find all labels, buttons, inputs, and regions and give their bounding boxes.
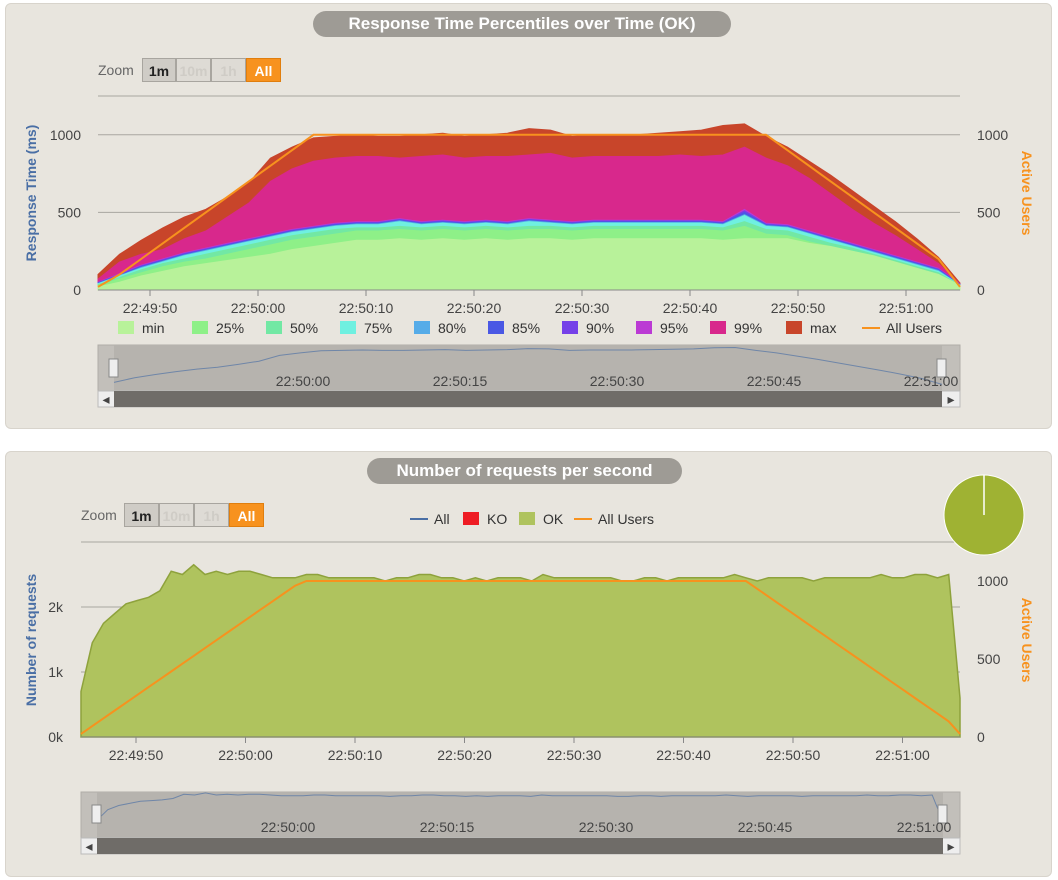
scroll-right-arrow: ▸ [947, 391, 954, 407]
zoom-10m-button[interactable]: 10m [176, 58, 211, 82]
navigator-tick-label: 22:50:30 [579, 819, 634, 835]
x-tick-label: 22:50:50 [766, 747, 821, 763]
navigator-tick-label: 22:50:15 [433, 373, 488, 389]
area-series-min [97, 238, 961, 291]
y-tick-label: 0 [73, 282, 81, 298]
y2-axis-title: Active Users [1019, 598, 1035, 683]
navigator-handle-right [937, 804, 948, 824]
zoom-all-button[interactable]: All [229, 503, 264, 527]
navigator-tick-label: 22:51:00 [904, 373, 959, 389]
legend-item-90[interactable]: 90% [562, 320, 614, 336]
y2-tick-label: 1000 [977, 127, 1008, 143]
zoom-1m-button[interactable]: 1m [142, 58, 176, 82]
x-tick-label: 22:51:00 [879, 300, 934, 316]
navigator-tick-label: 22:50:00 [261, 819, 316, 835]
chart-title: Number of requests per second [367, 458, 682, 484]
chart-legend: min 25% 50% 75% 80% 85% 90% 95% 99% max … [118, 320, 958, 338]
scroll-right-arrow: ▸ [947, 838, 954, 854]
x-tick-label: 22:50:00 [231, 300, 286, 316]
y-axis-title: Number of requests [23, 574, 39, 706]
x-tick-label: 22:50:10 [328, 747, 383, 763]
x-tick-label: 22:50:30 [547, 747, 602, 763]
legend-item-75[interactable]: 75% [340, 320, 392, 336]
navigator-tick-label: 22:50:15 [420, 819, 475, 835]
response-time-chart: 0 500 1000 0 500 1000 Response Time (ms) Active… [23, 95, 1035, 408]
legend-item-all[interactable]: All [410, 511, 450, 527]
y-tick-label: 1000 [50, 127, 81, 143]
legend-item-85[interactable]: 85% [488, 320, 540, 336]
navigator-selection [97, 792, 943, 838]
navigator-tick-label: 22:50:00 [276, 373, 331, 389]
navigator-handle-left [91, 804, 102, 824]
y2-tick-label: 0 [977, 282, 985, 298]
navigator-handle-left [108, 358, 119, 378]
legend-item-25[interactable]: 25% [192, 320, 244, 336]
zoom-1h-button[interactable]: 1h [211, 58, 246, 82]
scroll-left-arrow: ◂ [85, 838, 92, 854]
navigator-selection [114, 345, 942, 391]
scroll-left-arrow: ◂ [102, 391, 109, 407]
x-tick-label: 22:50:40 [663, 300, 718, 316]
y2-axis-title: Active Users [1019, 151, 1035, 236]
chart-legend: All KO OK All Users [410, 511, 670, 529]
y-tick-label: 2k [48, 599, 64, 615]
navigator-tick-label: 22:50:45 [738, 819, 793, 835]
area-series-ok [80, 563, 961, 738]
x-tick-label: 22:50:20 [437, 747, 492, 763]
legend-item-80[interactable]: 80% [414, 320, 466, 336]
legend-item-all-users[interactable]: All Users [862, 320, 942, 336]
navigator-tick-label: 22:51:00 [897, 819, 952, 835]
x-tick-label: 22:50:30 [555, 300, 610, 316]
legend-item-99[interactable]: 99% [710, 320, 762, 336]
zoom-label: Zoom [81, 507, 117, 523]
legend-item-all-users[interactable]: All Users [574, 511, 654, 527]
navigator-handle-right [936, 358, 947, 378]
zoom-1h-button[interactable]: 1h [194, 503, 229, 527]
line-series-all-users [97, 133, 961, 288]
y-axis-title: Response Time (ms) [23, 125, 39, 262]
y-tick-label: 500 [58, 204, 82, 220]
legend-item-95[interactable]: 95% [636, 320, 688, 336]
legend-item-max[interactable]: max [786, 320, 836, 336]
zoom-1m-button[interactable]: 1m [124, 503, 159, 527]
legend-item-ok[interactable]: OK [519, 511, 563, 527]
navigator-tick-label: 22:50:45 [747, 373, 802, 389]
x-tick-label: 22:50:00 [218, 747, 273, 763]
zoom-10m-button[interactable]: 10m [159, 503, 194, 527]
x-tick-label: 22:51:00 [875, 747, 930, 763]
navigator-series [96, 792, 944, 822]
legend-item-min[interactable]: min [118, 320, 165, 336]
legend-item-ko[interactable]: KO [463, 511, 507, 527]
y2-tick-label: 500 [977, 651, 1001, 667]
legend-item-50[interactable]: 50% [266, 320, 318, 336]
navigator-series [113, 346, 943, 385]
x-tick-label: 22:50:40 [656, 747, 711, 763]
navigator-tick-label: 22:50:30 [590, 373, 645, 389]
chart-title: Response Time Percentiles over Time (OK) [313, 11, 731, 37]
scrollbar-thumb [97, 838, 943, 854]
zoom-all-button[interactable]: All [246, 58, 281, 82]
y2-tick-label: 1000 [977, 573, 1008, 589]
zoom-label: Zoom [98, 62, 134, 78]
x-tick-label: 22:50:20 [447, 300, 502, 316]
y-tick-label: 1k [48, 664, 64, 680]
x-tick-label: 22:49:50 [123, 300, 178, 316]
y2-tick-label: 0 [977, 729, 985, 745]
y2-tick-label: 500 [977, 204, 1001, 220]
x-tick-label: 22:50:50 [771, 300, 826, 316]
y-tick-label: 0k [48, 729, 64, 745]
line-series-all-users [80, 580, 961, 735]
x-tick-label: 22:49:50 [109, 747, 164, 763]
scrollbar-thumb [114, 391, 942, 407]
x-tick-label: 22:50:10 [339, 300, 394, 316]
